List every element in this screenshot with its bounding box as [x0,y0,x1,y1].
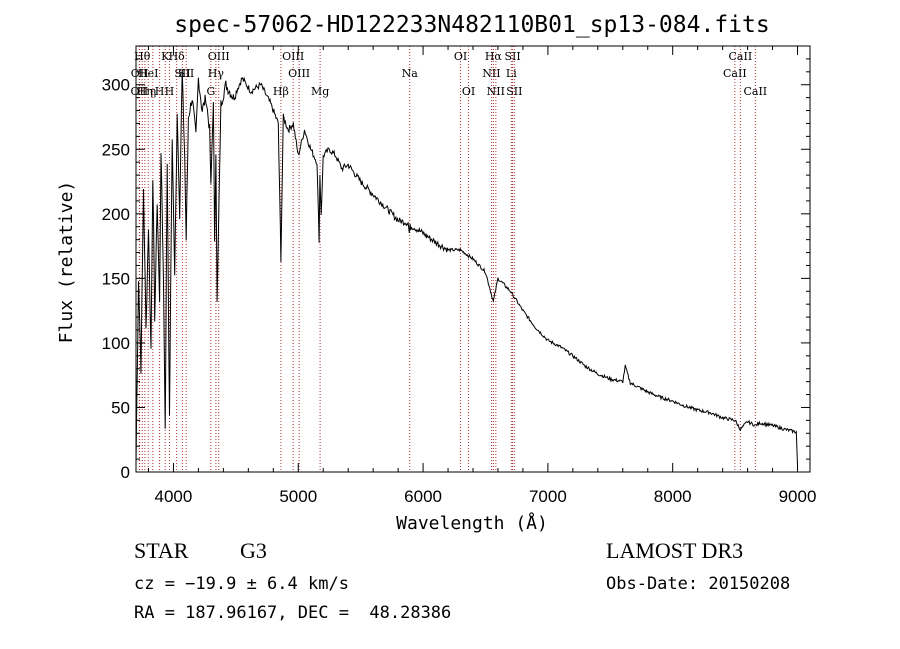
line-marker-label: HeI [138,67,158,80]
y-tick-label: 200 [102,205,130,224]
chart-title: spec-57062-HD122233N482110B01_sp13-084.f… [174,12,769,38]
line-marker-label: CaII [729,50,753,63]
flux-series [135,70,798,466]
line-marker-label: CaII [743,85,767,98]
flux-line [135,70,798,466]
y-axis-label: Flux (relative) [56,181,77,344]
x-tick-label: 9000 [779,487,817,506]
spectrum-chart: spec-57062-HD122233N482110B01_sp13-084.f… [56,12,817,534]
line-marker-label: OIII [208,50,230,63]
line-markers [138,46,756,472]
line-marker-label: Hδ [169,50,186,63]
y-tick-label: 250 [102,140,130,159]
y-tick-label: 150 [102,269,130,288]
line-marker-label: H [165,85,175,98]
line-marker-label: NII [487,85,505,98]
y-tick-label: 50 [111,398,130,417]
line-marker-label: H [155,85,165,98]
x-tick-label: 5000 [279,487,317,506]
object-class: STAR [134,538,189,563]
x-tick-label: 4000 [155,487,193,506]
y-tick-label: 100 [102,334,130,353]
survey-name: LAMOST DR3 [606,538,744,563]
line-marker-label: Hα [485,50,503,63]
obs-date: Obs-Date: 20150208 [606,574,791,594]
x-axis-label: Wavelength (Å) [396,512,548,534]
y-tick-label: 300 [102,76,130,95]
y-tick-label: 0 [121,463,130,482]
axis-ticks: 4000 5000 6000 7000 8000 9000 0 50 100 150 200 250 3… [102,46,817,506]
line-marker-label: G [206,85,215,98]
x-tick-label: 8000 [654,487,692,506]
coordinates: RA = 187.96167, DEC = 48.28386 [134,603,452,623]
line-marker-label: SII [504,50,520,63]
line-marker-label: SII [506,85,522,98]
line-marker-label: η [150,85,157,98]
line-marker-label: OII [131,67,149,80]
line-marker-label: K [161,50,170,63]
line-marker-label: OI [454,50,467,63]
line-marker-label: OIII [288,67,310,80]
x-tick-label: 7000 [529,487,567,506]
line-marker-label: SII [178,67,194,80]
line-marker-label: CaII [723,67,747,80]
line-marker-label: Li [506,67,517,80]
line-marker-label: Hθ [134,50,151,63]
x-tick-label: 6000 [404,487,442,506]
line-marker-label: Mg [311,85,329,98]
line-marker-label: Hγ [208,67,225,80]
line-marker-label: Na [402,67,419,80]
line-marker-label: OI [462,85,475,98]
object-subclass: G3 [240,538,267,563]
line-marker-labels: OII OII Hθ Hη HeI ηH K H Hδ SII SII G Hγ OIII Hβ OIII OI… [131,50,768,98]
line-marker-label: OIII [282,50,304,63]
redshift-text: cz = −19.9 ± 6.4 km/s [134,574,349,594]
line-marker-label: Hη [137,85,153,98]
line-marker-label: Hβ [273,85,289,98]
line-marker-label: NII [482,67,500,80]
line-marker-label: OII [131,85,149,98]
